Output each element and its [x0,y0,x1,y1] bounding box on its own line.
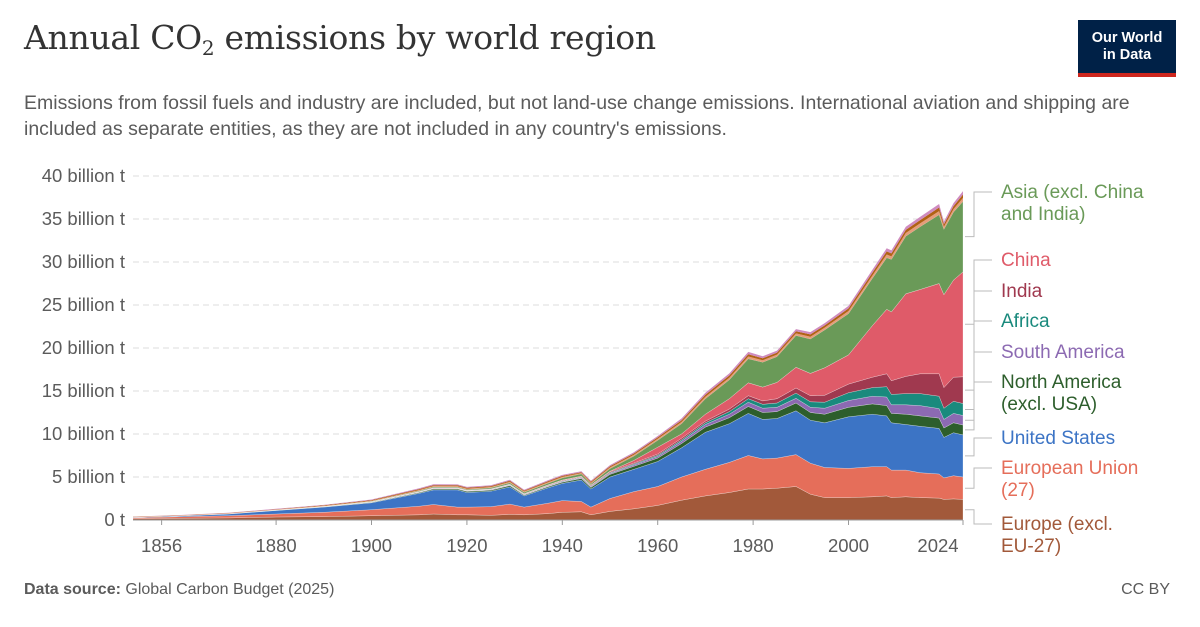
data-source-value[interactable]: Global Carbon Budget (2025) [125,581,335,598]
legend-label: China [1001,250,1051,271]
legend-label: South America [1001,342,1125,363]
x-tick-label: 1900 [351,535,392,556]
legend-connector [965,191,992,238]
y-tick-label: 25 billion t [42,294,125,315]
x-tick-label: 1960 [637,535,678,556]
y-tick-label: 15 billion t [42,380,125,401]
y-tick-label: 10 billion t [42,423,125,444]
legend-connector [965,467,992,489]
legend-label: EU-27) [1001,536,1061,557]
legend-label: North America [1001,372,1122,393]
owid-logo[interactable]: Our World in Data [1078,20,1176,77]
legend-connector [965,509,992,525]
data-source: Data source: Global Carbon Budget (2025) [24,581,334,599]
legend-connector [965,290,992,391]
x-tick-label: 1856 [141,535,182,556]
y-tick-label: 40 billion t [42,165,125,186]
legend-label: Europe (excl. [1001,514,1113,535]
legend-label: India [1001,281,1043,302]
legend-connector [965,259,992,325]
chart-title: Annual CO2 emissions by world region [24,18,656,60]
legend-label: Asia (excl. China [1001,182,1144,203]
license-link[interactable]: CC BY [1121,581,1170,598]
y-tick-label: 30 billion t [42,251,125,272]
y-tick-label: 0 t [104,509,125,530]
legend-label: and India) [1001,204,1086,225]
legend-label: Africa [1001,311,1050,332]
x-tick-label: 1920 [446,535,487,556]
logo-line-2: in Data [1102,46,1152,63]
y-tick-label: 20 billion t [42,337,125,358]
legend-label: United States [1001,428,1115,449]
x-tick-label: 2000 [828,535,869,556]
legend-connector [965,381,992,431]
legend-label: (27) [1001,480,1035,501]
y-tick-label: 35 billion t [42,208,125,229]
x-tick-label: 1880 [256,535,297,556]
data-source-label: Data source: [24,581,121,598]
y-tick-label: 5 billion t [52,466,125,487]
chart-subtitle: Emissions from fossil fuels and industry… [24,92,1130,140]
logo-line-1: Our World [1091,29,1163,46]
x-tick-label: 2024 [917,535,958,556]
legend-label: European Union [1001,458,1138,479]
x-tick-label: 1940 [542,535,583,556]
legend-connector [965,437,992,457]
legend-label: (excl. USA) [1001,394,1097,415]
legend-connector [965,320,992,410]
x-tick-label: 1980 [733,535,774,556]
stacked-area-chart: 0 t 5 billion t 10 billion t 15 billion t 20… [42,165,1144,557]
